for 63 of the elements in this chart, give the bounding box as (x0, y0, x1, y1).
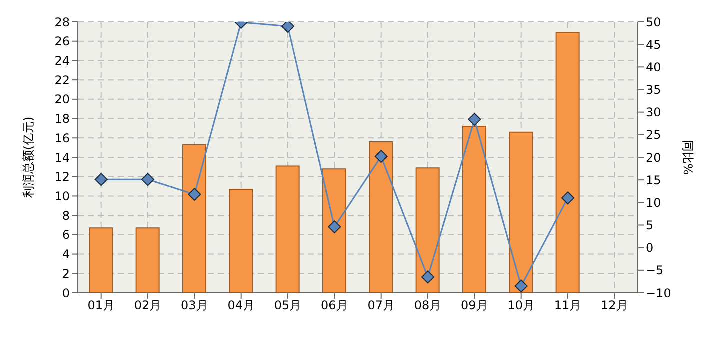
bar (416, 168, 440, 293)
y-tick-label: 18 (54, 112, 70, 126)
y2-tick-label: 20 (646, 150, 662, 165)
bar (229, 188, 254, 293)
bar (89, 228, 114, 293)
y2-tick-label: 10 (646, 196, 662, 210)
point (328, 220, 342, 234)
x-tick-label: 05月 (274, 298, 302, 313)
point (422, 270, 434, 284)
x-tick-label: 06月 (321, 298, 348, 313)
y-tick-label: 26 (54, 34, 70, 49)
y2-tick-label: 5 (646, 218, 654, 233)
y2-tick-label: 45 (646, 38, 662, 52)
x-tick-label: 12月 (601, 298, 628, 313)
bar (182, 144, 206, 293)
y-tick-label: 4 (62, 248, 70, 262)
point (282, 22, 294, 34)
x-tick-label: 08月 (414, 298, 442, 313)
y2-tick-label: 40 (646, 60, 662, 74)
y2-tick-label: 15 (646, 173, 662, 188)
point (468, 113, 482, 126)
bar (322, 168, 346, 293)
x-tick-label: 02月 (134, 298, 162, 313)
y-axis-title: 利润总额(亿元) (21, 116, 36, 198)
x-tick-label: 10月 (508, 298, 535, 313)
bar (556, 32, 580, 293)
y-tick-label: 2 (62, 266, 70, 281)
y2-tick-label: 30 (646, 106, 662, 120)
y-tick-label: 28 (54, 15, 70, 30)
point (142, 173, 154, 186)
y-tick-label: 24 (54, 54, 70, 68)
y2-axis-title: 同比% (680, 140, 695, 176)
x-tick-label: 09月 (461, 298, 488, 313)
y-tick-label: 20 (54, 92, 70, 107)
y2-tick-label: −10 (646, 286, 672, 300)
x-tick-label: 07月 (368, 298, 395, 313)
point (374, 150, 388, 164)
y2-tick-label: 0 (646, 241, 654, 256)
y-tick-label: 10 (54, 189, 70, 204)
bar (136, 228, 160, 293)
y2-tick-label: 35 (646, 83, 662, 98)
y-tick-label: 12 (54, 170, 70, 184)
bar (509, 132, 534, 293)
bar (462, 126, 486, 293)
y-tick-label: 22 (54, 73, 70, 88)
x-tick-label: 04月 (228, 298, 255, 313)
y-tick-label: 8 (62, 208, 70, 223)
y2-tick-label: 25 (646, 128, 662, 142)
x-tick-label: 01月 (88, 298, 115, 313)
point (514, 280, 528, 293)
y-tick-label: 0 (62, 286, 70, 300)
y-tick-label: 6 (62, 228, 70, 242)
x-tick-label: 03月 (181, 298, 208, 313)
y-tick-label: 16 (54, 131, 70, 146)
x-tick-label: 11月 (554, 298, 582, 313)
y-tick-label: 14 (54, 150, 70, 165)
y2-tick-label: 50 (646, 15, 662, 30)
point (562, 192, 574, 205)
bar (369, 142, 394, 293)
point (94, 173, 108, 186)
point (188, 188, 202, 202)
y2-tick-label: −5 (646, 264, 664, 278)
bar (276, 166, 300, 293)
